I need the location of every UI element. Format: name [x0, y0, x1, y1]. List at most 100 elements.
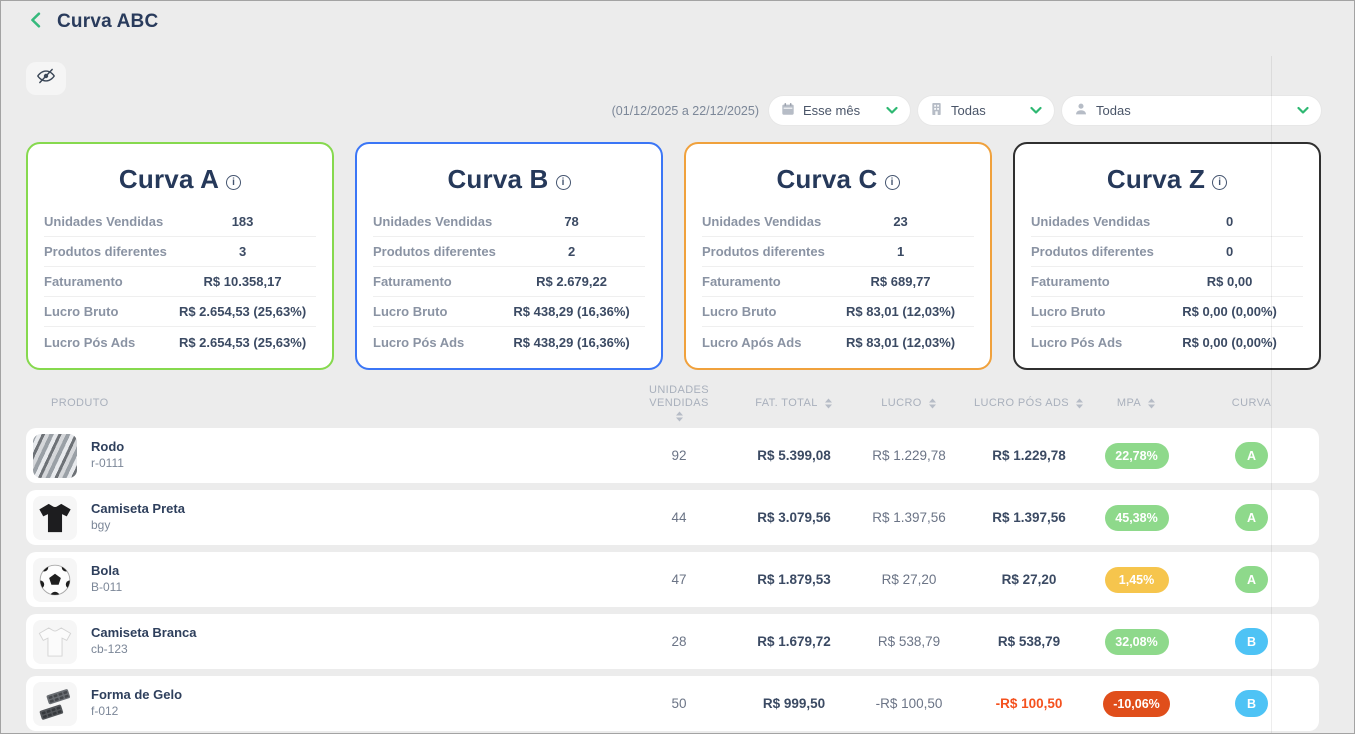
metric-row: Faturamento R$ 689,77	[702, 267, 974, 297]
product-sku: bgy	[91, 518, 111, 533]
back-chevron-icon	[29, 11, 42, 33]
info-icon[interactable]: i	[1212, 174, 1228, 190]
metric-row: Lucro Pós Ads R$ 438,29 (16,36%)	[373, 334, 630, 350]
period-select[interactable]: Esse mês	[769, 96, 910, 125]
curva-badge: B	[1235, 628, 1268, 655]
column-curva: CURVA	[1231, 397, 1272, 409]
product-sku: B-011	[91, 580, 123, 595]
product-image-soccer-ball	[33, 557, 77, 602]
product-sku: cb-123	[91, 642, 128, 657]
column-fat-total[interactable]: FAT. TOTAL	[739, 397, 849, 409]
info-icon[interactable]: i	[884, 174, 900, 190]
column-lucro[interactable]: LUCRO	[849, 397, 969, 409]
filter-bar: (01/12/2025 a 22/12/2025) Esse mês Todas	[612, 96, 1321, 125]
curva-z-title: Curva Z	[1106, 164, 1206, 194]
calendar-icon	[781, 102, 795, 119]
page-header: Curva ABC	[29, 11, 158, 33]
table-row[interactable]: Camiseta Branca cb-123 28 R$ 1.679,72 R$…	[26, 614, 1319, 669]
account-value: Todas	[1096, 103, 1131, 118]
metric-row: Lucro Bruto R$ 2.654,53 (25,63%)	[44, 297, 316, 327]
metric-row: Faturamento R$ 0,00	[1031, 267, 1303, 297]
product-table: Rodo r-0111 92 R$ 5.399,08 R$ 1.229,78 R…	[26, 428, 1319, 731]
product-image-white-tshirt	[33, 619, 77, 664]
period-value: Esse mês	[803, 103, 861, 118]
mpa-badge: 45,38%	[1104, 504, 1169, 531]
curva-z-card: Curva Z i Unidades Vendidas 0 Produtos di…	[1013, 142, 1321, 370]
curve-cards: Curva A i Unidades Vendidas 183 Produtos …	[26, 142, 1321, 370]
metric-row: Lucro Pós Ads R$ 2.654,53 (25,63%)	[44, 334, 307, 350]
metric-row: Lucro Pós Ads R$ 0,00 (0,00%)	[1031, 334, 1277, 350]
units-value: 50	[671, 696, 687, 711]
metric-row: Unidades Vendidas 183	[44, 207, 316, 237]
metric-row: Faturamento R$ 2.679,22	[373, 267, 645, 297]
product-sku: f-012	[91, 704, 119, 719]
table-row[interactable]: Camiseta Preta bgy 44 R$ 3.079,56 R$ 1.3…	[26, 490, 1319, 545]
product-name: Forma de Gelo	[91, 687, 183, 703]
curva-badge: B	[1235, 690, 1268, 717]
units-value: 47	[671, 572, 687, 587]
metric-row: Lucro Após Ads R$ 83,01 (12,03%)	[702, 334, 956, 350]
info-icon[interactable]: i	[226, 174, 242, 190]
metric-row: Produtos diferentes 0	[1031, 237, 1303, 267]
product-name: Rodo	[91, 439, 125, 455]
curva-c-card: Curva C i Unidades Vendidas 23 Produtos d…	[684, 142, 992, 370]
store-value: Todas	[951, 103, 986, 118]
sort-icon	[928, 398, 937, 409]
building-icon	[930, 102, 943, 119]
sort-icon	[1147, 398, 1156, 409]
table-row[interactable]: Rodo r-0111 92 R$ 5.399,08 R$ 1.229,78 R…	[26, 428, 1319, 483]
curva-badge: A	[1235, 566, 1268, 593]
column-unidades-vendidas[interactable]: UNIDADES VENDIDAS	[619, 384, 739, 422]
lucro-value: R$ 538,79	[877, 634, 941, 649]
table-row[interactable]: Bola B-011 47 R$ 1.879,53 R$ 27,20 R$ 27…	[26, 552, 1319, 607]
metric-row: Produtos diferentes 3	[44, 237, 316, 267]
metric-row: Produtos diferentes 1	[702, 237, 974, 267]
table-header: PRODUTO UNIDADES VENDIDAS FAT. TOTAL LUC…	[26, 383, 1319, 423]
table-row[interactable]: Forma de Gelo f-012 50 R$ 999,50 -R$ 100…	[26, 676, 1319, 731]
lucro-value: -R$ 100,50	[875, 696, 943, 711]
curva-badge: A	[1235, 442, 1268, 469]
column-produto: PRODUTO	[51, 397, 109, 409]
store-select[interactable]: Todas	[918, 96, 1054, 125]
units-value: 28	[671, 634, 687, 649]
account-select[interactable]: Todas	[1062, 96, 1321, 125]
back-button[interactable]	[29, 11, 42, 33]
curva-a-card: Curva A i Unidades Vendidas 183 Produtos …	[26, 142, 334, 370]
date-range-label: (01/12/2025 a 22/12/2025)	[611, 103, 759, 118]
column-mpa[interactable]: MPA	[1089, 397, 1184, 409]
product-image-black-tshirt	[33, 495, 77, 540]
mpa-badge: 32,08%	[1104, 628, 1169, 655]
curva-badge: A	[1235, 504, 1268, 531]
lucro-value: R$ 1.397,56	[872, 510, 946, 525]
metric-row: Lucro Bruto R$ 438,29 (16,36%)	[373, 297, 645, 327]
hide-values-button[interactable]	[26, 62, 66, 95]
product-name: Camiseta Preta	[91, 501, 185, 517]
metric-row: Unidades Vendidas 0	[1031, 207, 1303, 237]
fat-total-value: R$ 3.079,56	[757, 510, 831, 525]
metric-row: Lucro Bruto R$ 0,00 (0,00%)	[1031, 297, 1303, 327]
metric-row: Lucro Bruto R$ 83,01 (12,03%)	[702, 297, 974, 327]
lucro-pos-ads-value: R$ 538,79	[997, 634, 1061, 649]
curva-b-card: Curva B i Unidades Vendidas 78 Produtos d…	[355, 142, 663, 370]
metric-row: Unidades Vendidas 23	[702, 207, 974, 237]
product-sku: r-0111	[91, 456, 124, 471]
mpa-badge: -10,06%	[1103, 690, 1170, 717]
mpa-badge: 22,78%	[1104, 442, 1169, 469]
curva-a-title: Curva A	[118, 164, 220, 194]
info-icon[interactable]: i	[555, 174, 571, 190]
lucro-pos-ads-value: -R$ 100,50	[995, 696, 1063, 711]
person-icon	[1074, 102, 1088, 119]
fat-total-value: R$ 1.679,72	[757, 634, 831, 649]
mpa-badge: 1,45%	[1104, 566, 1169, 593]
lucro-pos-ads-value: R$ 1.229,78	[992, 448, 1066, 463]
curva-b-title: Curva B	[447, 164, 549, 194]
fat-total-value: R$ 5.399,08	[757, 448, 831, 463]
sort-icon	[1075, 398, 1084, 409]
metric-row: Unidades Vendidas 78	[373, 207, 645, 237]
product-image-ice-tray	[33, 681, 77, 726]
lucro-pos-ads-value: R$ 27,20	[1001, 572, 1057, 587]
lucro-value: R$ 1.229,78	[872, 448, 946, 463]
product-name: Camiseta Branca	[91, 625, 197, 641]
eye-off-icon	[36, 67, 56, 90]
column-lucro-pos-ads[interactable]: LUCRO PÓS ADS	[969, 397, 1089, 409]
